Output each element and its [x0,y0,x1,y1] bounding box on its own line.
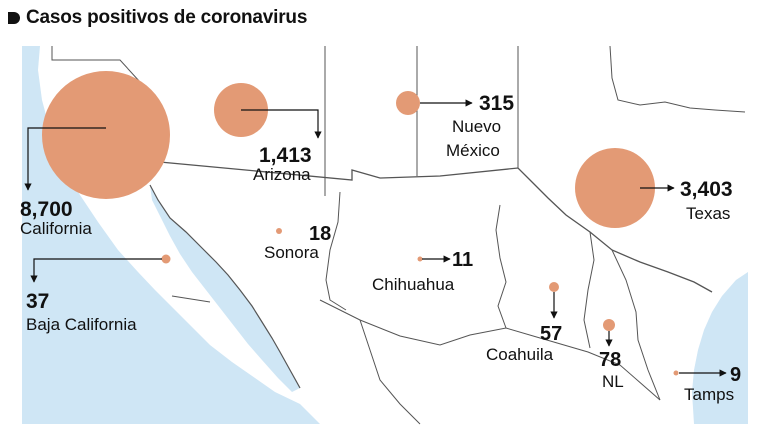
south-state-border [319,299,661,401]
page-title: Casos positivos de coronavirus [26,7,308,28]
gulf-of-california [150,185,300,392]
leader-california [24,127,106,191]
label-sonora: Sonora [264,243,319,262]
leader-baja-california [30,258,162,283]
sonora-chihuahua-border [325,191,347,311]
label-tamps: Tamps [684,385,734,404]
value-nuevo-mexico: 315 [479,92,514,115]
bcs-border [171,295,211,303]
sinaloa-durango-border [359,319,421,425]
nl-tamaulipas-border [611,249,661,401]
label-coahuila: Coahuila [486,345,554,364]
label-baja-california: Baja California [26,315,137,334]
bubble-coahuila [549,282,559,292]
value-baja-california: 37 [26,290,49,313]
label-texas: Texas [686,204,730,223]
texas-oklahoma-border [609,45,746,113]
bubble-chihuahua [417,256,423,262]
value-california: 8,700 [20,198,73,221]
gulf-of-mexico [692,272,748,424]
coahuila-nl-border [583,231,595,349]
title-marker-icon [8,12,20,24]
value-tamps: 9 [730,364,741,386]
value-chihuahua: 11 [452,249,473,271]
bubble-nl [603,319,615,331]
value-nl: 78 [599,349,621,371]
label-arizona: Arizona [253,165,311,184]
baja-peninsula-coast [149,184,301,389]
label-nl: NL [602,372,624,391]
label-california: California [20,219,92,238]
bubble-nuevo-mexico [396,91,420,115]
pacific-ocean [22,46,320,424]
value-texas: 3,403 [680,178,733,201]
label-nuevo-mexico-line2: México [446,141,500,160]
bubble-tamps [673,370,679,376]
label-chihuahua: Chihuahua [372,275,455,294]
value-arizona: 1,413 [259,144,312,167]
leader-arizona [241,109,322,139]
bubble-baja-california [161,254,171,264]
bubble-texas [575,148,655,228]
bubble-california [42,71,170,199]
title-bar: Casos positivos de coronavirus [8,6,307,30]
us-mexico-border [78,149,713,293]
bubble-sonora [276,228,282,234]
value-sonora: 18 [309,223,331,245]
chihuahua-coahuila-border [495,204,507,329]
label-nuevo-mexico-line1: Nuevo [452,117,501,136]
value-coahuila: 57 [540,323,562,345]
